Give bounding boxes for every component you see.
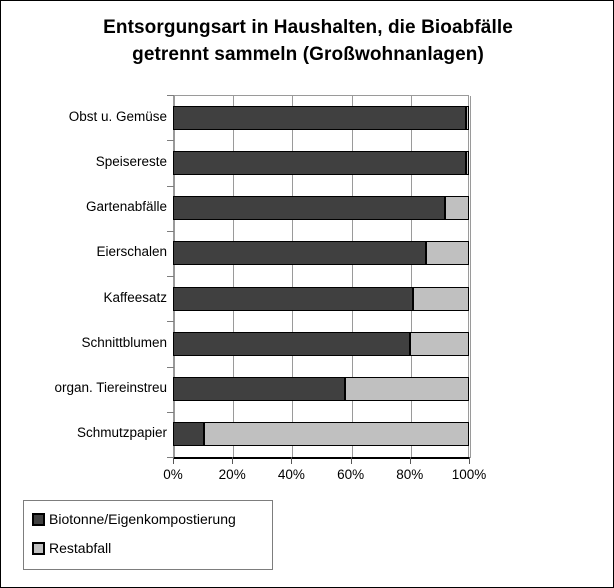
bar-segment-restabfall xyxy=(412,286,469,311)
legend-label-restabfall: Restabfall xyxy=(49,540,112,556)
x-axis-tick xyxy=(350,457,352,464)
gridline xyxy=(351,96,353,458)
y-axis-tick xyxy=(167,321,174,323)
bar-segment-restabfall xyxy=(204,422,469,447)
bar-segment-biotonne xyxy=(173,422,205,447)
y-axis-category-label: Gartenabfälle xyxy=(85,199,167,215)
x-axis-tick xyxy=(469,457,470,464)
legend-swatch-biotonne xyxy=(32,512,45,526)
bar-segment-biotonne xyxy=(173,241,427,266)
x-axis-tick-label: 40% xyxy=(277,467,305,482)
legend-label-biotonne: Biotonne/Eigenkompostierung xyxy=(49,511,236,527)
gridline xyxy=(174,96,175,458)
bar-segment-biotonne xyxy=(173,286,413,311)
gridline xyxy=(470,96,471,458)
bar-row xyxy=(1,150,613,175)
y-axis-tick xyxy=(167,185,174,187)
bar-segment-restabfall xyxy=(445,196,469,221)
chart-title: Entsorgungsart in Haushalten, die Bioabf… xyxy=(1,15,613,69)
y-axis-tick xyxy=(167,140,174,142)
y-axis-category-label: Schmutzpapier xyxy=(76,425,167,441)
x-axis-tick xyxy=(409,457,411,464)
y-axis-category-label: Eierschalen xyxy=(96,244,167,260)
x-axis-tick xyxy=(173,457,174,464)
bar-row xyxy=(1,241,613,266)
legend-item-biotonne: Biotonne/Eigenkompostierung xyxy=(32,512,236,526)
bar-segment-biotonne xyxy=(173,105,467,130)
x-axis-tick xyxy=(291,457,293,464)
legend-swatch-restabfall xyxy=(32,541,45,555)
plot-area xyxy=(173,95,471,458)
x-axis-tick-label: 0% xyxy=(163,467,183,482)
bar-row xyxy=(1,105,613,130)
x-axis-tick-label: 20% xyxy=(218,467,246,482)
bar-segment-biotonne xyxy=(173,377,345,402)
legend-item-restabfall: Restabfall xyxy=(32,541,111,555)
bar-row xyxy=(1,196,613,221)
x-axis-tick-label: 60% xyxy=(337,467,365,482)
bar-segment-restabfall xyxy=(466,105,469,130)
y-axis-tick xyxy=(167,276,174,277)
gridline xyxy=(410,96,412,458)
x-axis-tick xyxy=(232,457,234,464)
bar-row xyxy=(1,331,613,356)
y-axis-tick xyxy=(167,457,174,458)
gridline xyxy=(292,96,294,458)
bar-row xyxy=(1,377,613,402)
y-axis-category-label: Obst u. Gemüse xyxy=(68,108,167,124)
bar-row xyxy=(1,286,613,311)
chart-title-line-2: getrennt sammeln (Großwohnanlagen) xyxy=(132,43,484,65)
bar-segment-restabfall xyxy=(466,150,469,175)
x-axis-line xyxy=(173,457,470,459)
bar-segment-restabfall xyxy=(344,377,469,402)
y-axis-tick xyxy=(167,411,174,413)
y-axis-labels: Obst u. Gemüse Speisereste Gartenabfälle Ei… xyxy=(1,95,167,457)
y-axis-category-label: Speisereste xyxy=(95,153,167,169)
bar-segment-restabfall xyxy=(426,241,469,266)
x-axis-tick-label: 80% xyxy=(396,467,424,482)
y-axis-tick xyxy=(167,230,174,232)
y-axis-category-label: Kaffeesatz xyxy=(103,289,167,305)
bar-segment-biotonne xyxy=(173,150,467,175)
bar-segment-restabfall xyxy=(409,331,469,356)
bar-segment-biotonne xyxy=(173,196,446,221)
gridline xyxy=(233,96,235,458)
x-axis-tick-label: 100% xyxy=(451,467,487,482)
chart-title-line-1: Entsorgungsart in Haushalten, die Bioabf… xyxy=(103,17,513,38)
y-axis-tick xyxy=(167,366,174,368)
y-axis-tick xyxy=(167,95,174,96)
chart-legend: Biotonne/Eigenkompostierung Restabfall xyxy=(23,500,273,570)
bar-segment-biotonne xyxy=(173,331,410,356)
y-axis-category-label: Schnittblumen xyxy=(81,334,167,350)
bar-row xyxy=(1,422,613,447)
y-axis-category-label: organ. Tiereinstreu xyxy=(54,380,167,396)
